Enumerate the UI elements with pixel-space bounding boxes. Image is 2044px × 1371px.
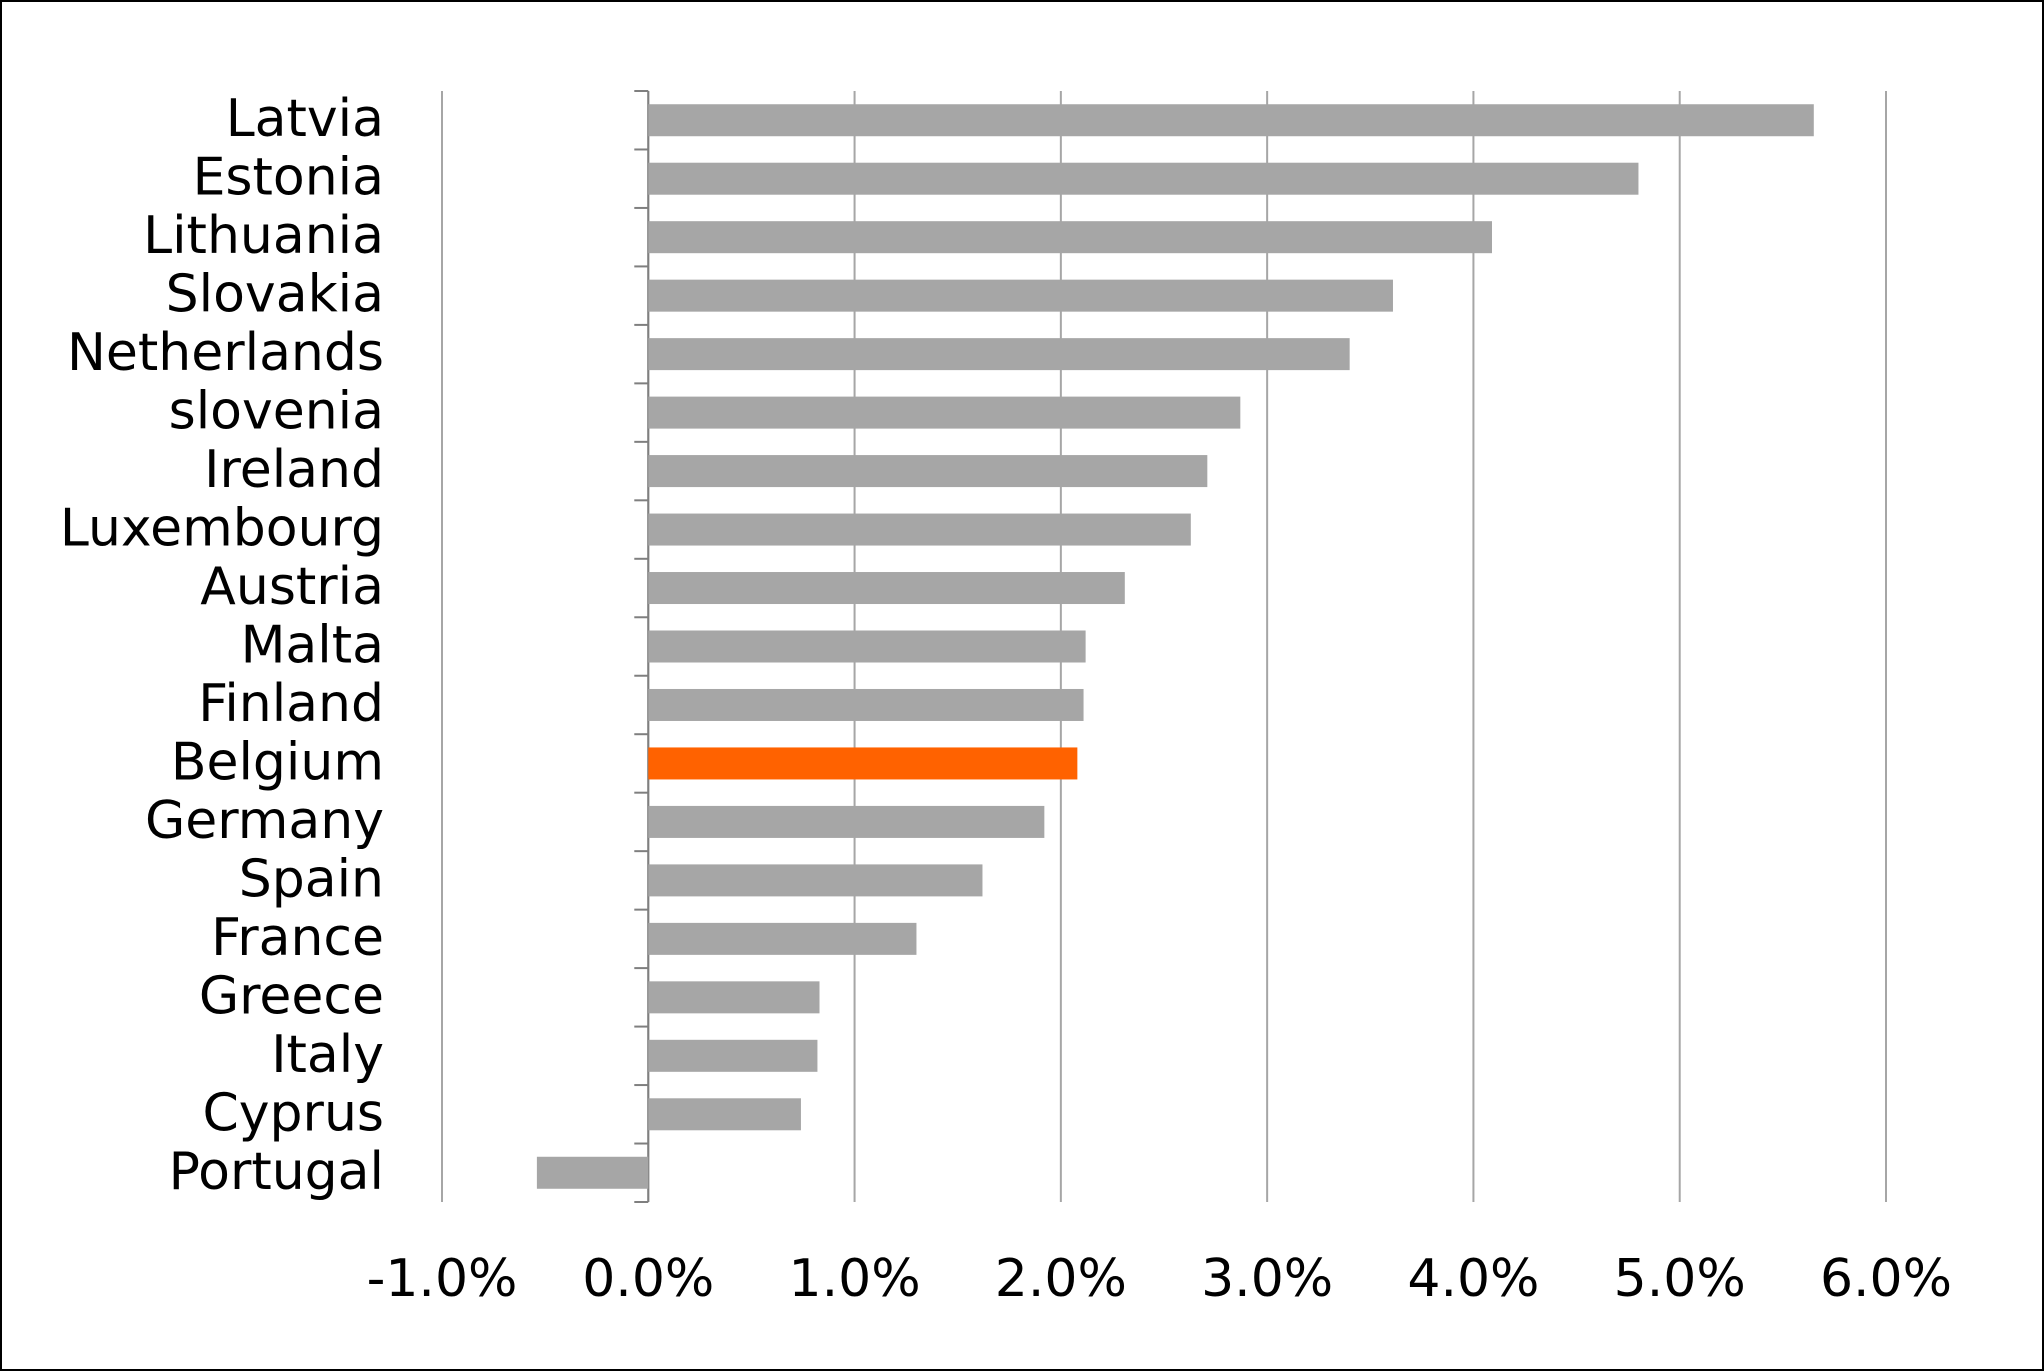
bar — [648, 572, 1125, 605]
bar — [648, 338, 1350, 371]
y-tick-label: Austria — [200, 557, 384, 617]
x-tick-label: 4.0% — [1407, 1249, 1539, 1309]
bar — [648, 104, 1814, 137]
x-tick-label: -1.0% — [367, 1249, 518, 1309]
bar — [648, 864, 983, 897]
y-tick-label: Spain — [239, 849, 384, 909]
bar — [648, 162, 1639, 195]
y-tick-label: slovenia — [169, 382, 384, 442]
x-tick-label: 3.0% — [1201, 1249, 1333, 1309]
x-tick-label: 5.0% — [1614, 1249, 1746, 1309]
x-tick-label: 1.0% — [789, 1249, 921, 1309]
bar — [648, 747, 1078, 780]
y-tick-label: Portugal — [169, 1142, 384, 1202]
bar — [648, 922, 917, 955]
bar — [648, 688, 1084, 721]
x-tick-label: 0.0% — [582, 1249, 714, 1309]
y-tick-label: Estonia — [193, 148, 384, 208]
y-tick-label: Cyprus — [202, 1083, 384, 1143]
y-tick-label: Malta — [241, 616, 384, 676]
y-tick-label: Slovakia — [166, 265, 384, 325]
y-tick-label: Lithuania — [143, 206, 384, 266]
y-tick-label: Netherlands — [67, 323, 384, 383]
bar — [536, 1156, 649, 1189]
bar — [648, 981, 820, 1014]
x-tick-label: 2.0% — [995, 1249, 1127, 1309]
bar — [648, 455, 1208, 488]
bar — [648, 1098, 801, 1131]
y-tick-label: Germany — [145, 791, 384, 851]
x-tick-label: 6.0% — [1820, 1249, 1952, 1309]
bar — [648, 221, 1492, 254]
bar — [648, 630, 1086, 663]
bar — [648, 396, 1241, 429]
y-tick-label: France — [211, 908, 384, 968]
y-tick-label: Latvia — [226, 89, 384, 149]
y-tick-label: Ireland — [204, 440, 384, 500]
bar — [648, 279, 1393, 312]
y-tick-label: Italy — [271, 1025, 384, 1085]
bar — [648, 513, 1191, 546]
y-tick-label: Greece — [199, 966, 384, 1026]
bar — [648, 1039, 818, 1072]
bar — [648, 805, 1045, 838]
y-tick-label: Finland — [198, 674, 384, 734]
y-tick-label: Luxembourg — [60, 499, 384, 559]
y-tick-label: Belgium — [171, 732, 384, 792]
